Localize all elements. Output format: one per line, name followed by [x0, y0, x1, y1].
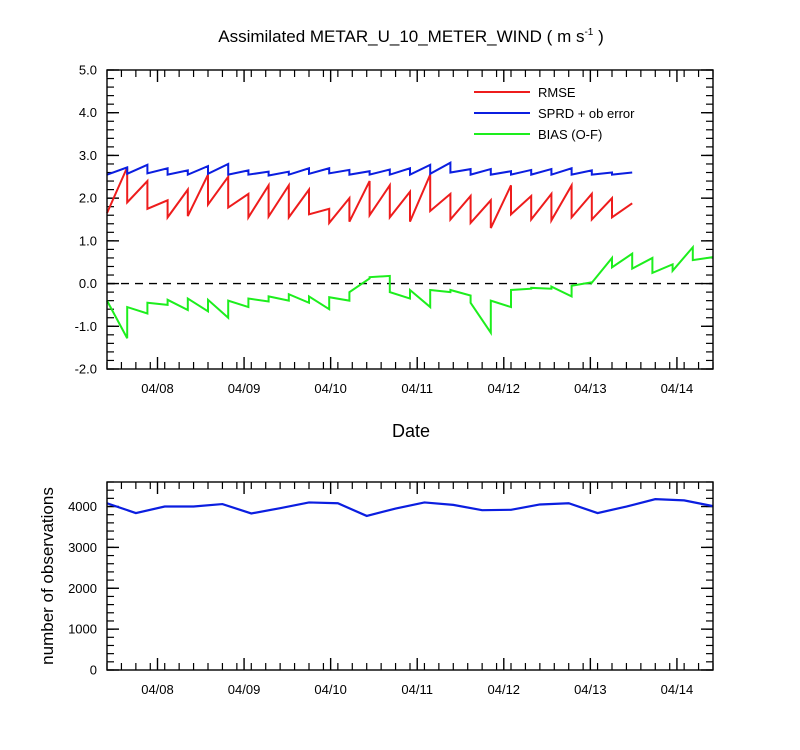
- bottom-y-axis: 0 1000 2000 3000 4000: [68, 481, 713, 678]
- bottom-y-tick-label: 4000: [68, 499, 97, 514]
- bias-series-line: [106, 244, 714, 339]
- bottom-y-tick-label: 3000: [68, 540, 97, 555]
- observations-series-line: [106, 498, 714, 518]
- top-x-tick-label: 04/10: [314, 381, 347, 396]
- chart-title-superscript: -1: [584, 27, 593, 38]
- top-y-tick-label: 0.0: [79, 276, 97, 291]
- top-y-tick-label: 4.0: [79, 105, 97, 120]
- legend-label-rmse: RMSE: [538, 85, 576, 100]
- bottom-y-tick-label: 1000: [68, 622, 97, 637]
- top-x-tick-label: 04/11: [401, 381, 433, 396]
- top-y-tick-label: 5.0: [79, 63, 97, 78]
- y-axis-label-observations: number of observations: [38, 487, 57, 665]
- chart-title: Assimilated METAR_U_10_METER_WIND ( m s-…: [218, 27, 604, 46]
- bottom-y-tick-label: 0: [90, 663, 97, 678]
- bottom-y-tick-label: 2000: [68, 581, 97, 596]
- top-y-tick-label: 3.0: [79, 148, 97, 163]
- top-x-tick-label: 04/12: [488, 381, 521, 396]
- bottom-x-tick-label: 04/09: [228, 682, 261, 697]
- bottom-plot-frame: [106, 481, 714, 671]
- top-x-tick-label: 04/09: [228, 381, 261, 396]
- bottom-x-tick-label: 04/11: [401, 682, 433, 697]
- top-y-axis: -2.0 -1.0 0.0 1.0 2.0 3.0 4.0 5.0: [75, 63, 713, 377]
- bottom-x-tick-label: 04/14: [661, 682, 694, 697]
- bottom-x-tick-label: 04/13: [574, 682, 607, 697]
- bottom-x-tick-label: 04/10: [314, 682, 347, 697]
- legend-label-bias: BIAS (O-F): [538, 127, 602, 142]
- legend: RMSE SPRD + ob error BIAS (O-F): [474, 85, 635, 142]
- top-y-tick-label: 2.0: [79, 191, 97, 206]
- bottom-x-tick-label: 04/08: [141, 682, 174, 697]
- top-x-axis: 04/08 04/09 04/10 04/11 04/12 04/13 04/14: [106, 70, 714, 396]
- chart-title-main: Assimilated METAR_U_10_METER_WIND ( m s: [218, 27, 584, 46]
- rmse-panel: Assimilated METAR_U_10_METER_WIND ( m s-…: [75, 27, 714, 441]
- bottom-x-tick-label: 04/12: [488, 682, 521, 697]
- top-y-tick-label: 1.0: [79, 233, 97, 248]
- bottom-x-axis: 04/08 04/09 04/10 04/11 04/12 04/13 04/14: [106, 482, 714, 697]
- top-x-tick-label: 04/14: [661, 381, 694, 396]
- top-plot-frame: [106, 69, 714, 370]
- top-x-tick-label: 04/08: [141, 381, 174, 396]
- top-y-tick-label: -2.0: [75, 362, 97, 377]
- sprd-series-line: [106, 160, 633, 177]
- top-x-tick-label: 04/13: [574, 381, 607, 396]
- top-y-tick-label: -1.0: [75, 319, 97, 334]
- chart-title-end: ): [593, 27, 603, 46]
- legend-label-sprd: SPRD + ob error: [538, 106, 635, 121]
- rmse-series-line: [106, 166, 633, 229]
- x-axis-label: Date: [392, 421, 430, 441]
